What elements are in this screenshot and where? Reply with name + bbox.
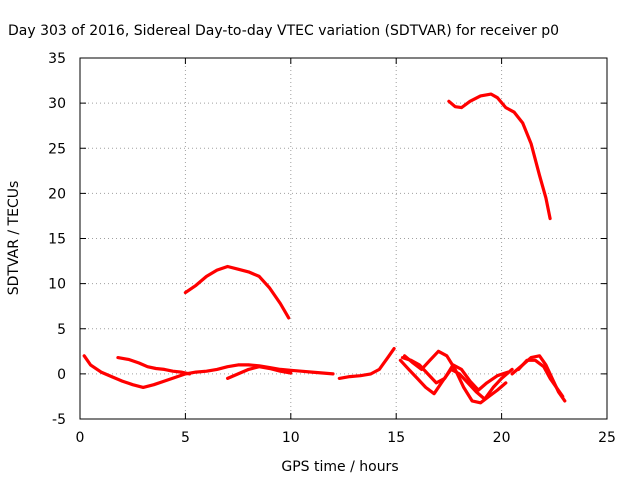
series-trace-k	[447, 92, 552, 221]
x-tick-label: 5	[181, 430, 190, 446]
y-tick-label: 30	[48, 96, 66, 112]
y-tick-label: 0	[57, 367, 66, 383]
y-tick-label: 35	[48, 51, 66, 67]
series-trace-i	[516, 358, 565, 398]
series-trace-c	[226, 365, 293, 380]
series-trace-f	[403, 349, 508, 405]
y-tick-label: 15	[48, 232, 66, 248]
series-trace-d	[337, 347, 396, 380]
y-tick-label: 20	[48, 186, 66, 202]
x-axis-label: GPS time / hours	[281, 459, 398, 475]
axes: 0 5 10 15 20 25 -5 0 5 10 15 20 25 30 35	[48, 51, 616, 446]
y-tick-label: 10	[48, 277, 66, 293]
series-trace-g	[400, 356, 510, 392]
x-tick-label: 15	[387, 430, 405, 446]
y-tick-label: 5	[57, 322, 66, 338]
grid	[80, 58, 607, 419]
x-tick-label: 10	[282, 430, 300, 446]
series-layer	[82, 92, 567, 405]
x-tick-label: 20	[493, 430, 511, 446]
plot-frame	[79, 57, 608, 420]
x-tick-label: 0	[76, 430, 85, 446]
series-trace-j	[183, 264, 291, 320]
x-tick-label: 25	[598, 430, 616, 446]
series-trace-b	[116, 356, 192, 376]
series-trace-a	[82, 354, 335, 389]
chart-title: Day 303 of 2016, Sidereal Day-to-day VTE…	[8, 23, 559, 39]
y-axis-label: SDTVAR / TECUs	[6, 181, 22, 296]
y-tick-label: 25	[48, 141, 66, 157]
y-tick-label: -5	[52, 412, 66, 428]
